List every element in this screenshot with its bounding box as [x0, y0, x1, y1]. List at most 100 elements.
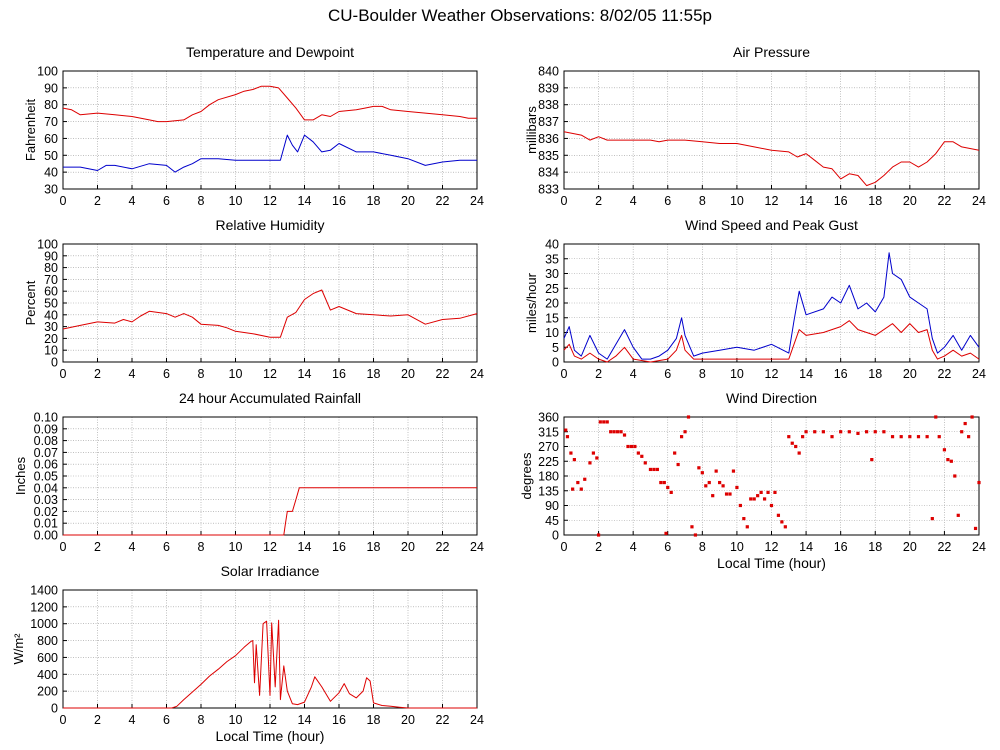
y-tick-label: 90 [44, 81, 58, 95]
data-point [899, 435, 903, 439]
x-tick-label: 14 [298, 367, 312, 381]
data-point [856, 431, 860, 435]
y-tick-label: 135 [538, 484, 559, 498]
y-tick-label: 835 [538, 149, 559, 163]
x-tick-label: 24 [470, 367, 484, 381]
x-tick-label: 4 [129, 540, 136, 554]
x-tick-label: 22 [436, 540, 450, 554]
x-tick-label: 4 [129, 367, 136, 381]
data-point [648, 467, 653, 472]
x-tick-label: 0 [561, 367, 568, 381]
x-tick-label: 20 [903, 367, 917, 381]
series-line-rain-0 [63, 487, 477, 536]
x-tick-label: 12 [263, 194, 277, 208]
y-tick-label: 15 [545, 311, 559, 325]
x-tick-label: 2 [94, 367, 101, 381]
y-tick-label: 35 [545, 252, 559, 266]
chart-wind: 0 2 4 6 8 10 12 14 16 18 20 22 240510152025303540Win… [524, 217, 986, 381]
data-point [804, 430, 808, 434]
data-point [609, 430, 613, 434]
data-point [640, 454, 644, 458]
y-tick-label: 600 [37, 651, 58, 665]
x-tick-label: 14 [298, 540, 312, 554]
data-point [652, 467, 656, 472]
y-tick-label: 40 [44, 308, 58, 322]
data-point [576, 480, 580, 485]
data-point [686, 415, 691, 419]
data-point [633, 444, 637, 449]
y-tick-label: 100 [37, 65, 58, 79]
y-tick-label: 80 [44, 98, 58, 112]
y-tick-label: 1200 [30, 600, 58, 614]
x-tick-label: 4 [630, 540, 637, 554]
chart-temp: 0 2 4 6 8 10 12 14 16 18 20 22 2430405060708090100Te… [23, 44, 484, 208]
y-tick-label: 70 [44, 273, 58, 287]
x-tick-label: 2 [595, 540, 602, 554]
data-point [882, 430, 886, 434]
data-point [731, 469, 736, 473]
data-point [697, 466, 701, 470]
y-tick-label: 0.07 [34, 446, 58, 460]
data-point [602, 420, 606, 424]
x-tick-label: 24 [470, 194, 484, 208]
data-point [724, 492, 729, 496]
data-point [970, 415, 974, 419]
chart-direction: 0 2 4 6 8 10 12 14 16 18 20 22 240459013518022527031… [519, 390, 986, 571]
x-tick-label: 16 [834, 540, 848, 554]
x-tick-label: 18 [367, 540, 381, 554]
series-line-pressure-0 [563, 131, 980, 187]
y-tick-label: 200 [37, 685, 58, 699]
chart-rain: 0 2 4 6 8 10 12 14 16 18 20 22 240.000.010.020.030.0… [13, 390, 484, 554]
y-tick-label: 0 [552, 529, 559, 543]
y-tick-label: 225 [538, 455, 559, 469]
x-tick-label: 0 [561, 194, 568, 208]
data-point [579, 487, 583, 491]
x-tick-label: 4 [630, 367, 637, 381]
data-point [564, 428, 568, 432]
x-tick-label: 8 [198, 367, 205, 381]
data-point [622, 433, 627, 437]
data-point [571, 487, 575, 491]
y-tick-label: 0.02 [34, 505, 58, 519]
y-tick-label: 840 [538, 65, 559, 79]
x-tick-label: 0 [60, 713, 67, 727]
x-tick-label: 20 [401, 194, 415, 208]
x-tick-label: 18 [868, 540, 882, 554]
y-tick-label: 50 [44, 297, 58, 311]
x-tick-label: 14 [799, 540, 813, 554]
x-tick-label: 6 [163, 367, 170, 381]
data-point [934, 415, 938, 419]
y-tick-label: 0 [51, 702, 58, 716]
x-tick-label: 6 [163, 194, 170, 208]
x-tick-label: 14 [298, 713, 312, 727]
data-point [908, 435, 912, 439]
data-point [673, 451, 677, 455]
data-point [666, 485, 670, 490]
data-point [659, 480, 663, 485]
x-tick-label: 2 [94, 194, 101, 208]
x-axis-label-direction: Local Time (hour) [717, 555, 826, 571]
series-line-temp-0 [62, 85, 477, 123]
y-tick-label: 30 [44, 320, 58, 334]
chart-title-direction: Wind Direction [726, 390, 817, 406]
data-point [711, 494, 715, 498]
data-point [738, 503, 742, 508]
y-tick-label: 0.05 [34, 470, 58, 484]
y-axis-label-humidity: Percent [23, 280, 38, 325]
data-point [794, 444, 798, 449]
x-tick-label: 8 [699, 367, 706, 381]
data-point [956, 513, 960, 517]
chart-title-solar: Solar Irradiance [221, 563, 320, 579]
y-tick-label: 839 [538, 81, 559, 95]
y-tick-label: 1000 [30, 617, 58, 631]
data-point [821, 430, 825, 434]
x-tick-label: 10 [229, 713, 243, 727]
x-tick-label: 16 [332, 540, 346, 554]
data-point [773, 490, 777, 494]
data-point [605, 420, 609, 424]
x-tick-label: 8 [198, 540, 205, 554]
series-line-humidity-0 [62, 289, 478, 338]
x-tick-label: 12 [765, 194, 779, 208]
y-tick-label: 90 [545, 499, 559, 513]
data-point [916, 435, 921, 439]
